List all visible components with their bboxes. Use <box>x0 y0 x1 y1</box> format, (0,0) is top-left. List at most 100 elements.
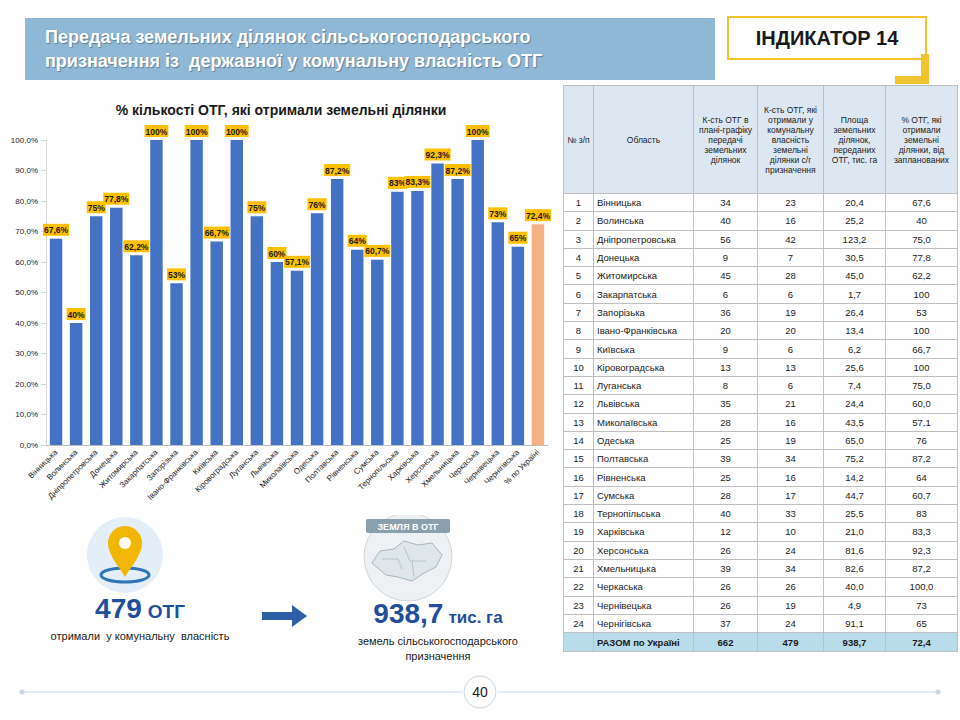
svg-text:75%: 75% <box>248 203 265 213</box>
svg-text:Житомирська: Житомирська <box>97 447 140 490</box>
svg-text:87,2%: 87,2% <box>446 166 471 176</box>
svg-text:65%: 65% <box>509 233 526 243</box>
svg-text:87,2%: 87,2% <box>325 166 350 176</box>
svg-text:30,0%: 30,0% <box>15 349 38 358</box>
html-text:Житомирська: Житомирська <box>597 270 658 282</box>
svg-text:40,0%: 40,0% <box>15 319 38 328</box>
svg-text:62,2%: 62,2% <box>124 242 149 252</box>
svg-text:Одеська: Одеська <box>291 447 321 477</box>
svg-text:Харківська: Харківська <box>386 447 421 483</box>
html-text:% ОТГ, які отримали земельні д: % ОТГ, які отримали земельні ділянки, ві… <box>893 114 950 165</box>
svg-text:75%: 75% <box>88 203 105 213</box>
svg-text:40: 40 <box>472 684 488 700</box>
svg-text:92,3%: 92,3% <box>426 150 451 160</box>
svg-text:90,0%: 90,0% <box>15 166 38 175</box>
html-text:К-сть ОТГ в плані-графіку пере: К-сть ОТГ в плані-графіку передачі земел… <box>698 114 753 165</box>
html-text:26,4: 26,4 <box>845 306 864 318</box>
svg-text:50,0%: 50,0% <box>15 288 38 297</box>
svg-text:0,0%: 0,0% <box>20 441 38 450</box>
svg-text:Волинська: Волинська <box>45 447 80 482</box>
svg-text:Чернігівська: Чернігівська <box>482 447 522 487</box>
svg-text:% по Україні: % по Україні <box>502 448 541 487</box>
svg-text:отримали у комунальну власні: отримали у комунальну власність <box>51 630 230 642</box>
html-text:75,0: 75,0 <box>912 233 931 245</box>
svg-text:земель сільськогосподарського: земель сільськогосподарського <box>358 635 518 647</box>
html-text:100: 100 <box>913 288 930 300</box>
html-text:13,4: 13,4 <box>845 325 864 337</box>
html-text:100: 100 <box>913 325 930 337</box>
html-text:20,4: 20,4 <box>845 197 864 209</box>
svg-text:479ОТГ: 479ОТГ <box>95 593 185 624</box>
html-text:Передача земельних ділянок сіл: Передача земельних ділянок сільськогоспо… <box>45 27 531 47</box>
html-text:призначення із державної у ком: призначення із державної у комунальну вл… <box>45 51 543 71</box>
svg-text:Черкаська: Черкаська <box>447 447 481 482</box>
svg-text:20,0%: 20,0% <box>15 380 38 389</box>
svg-text:Херсонська: Херсонська <box>403 447 441 485</box>
svg-text:Луганська: Луганська <box>227 447 260 481</box>
svg-text:60,0%: 60,0% <box>15 258 38 267</box>
svg-text:40%: 40% <box>68 310 85 320</box>
svg-text:57,1%: 57,1% <box>285 257 310 267</box>
svg-text:Запорізька: Запорізька <box>144 447 180 483</box>
svg-text:100%: 100% <box>226 127 248 137</box>
svg-text:Івано-Франківська: Івано-Франківська <box>146 447 200 501</box>
html-text:Запорізька: Запорізька <box>597 306 645 318</box>
svg-text:призначення: призначення <box>405 650 470 662</box>
html-text:Закарпатська: Закарпатська <box>597 288 657 300</box>
html-text:67,6: 67,6 <box>912 197 931 209</box>
svg-text:% кількості ОТГ, які отримали: % кількості ОТГ, які отримали земельні д… <box>116 102 447 118</box>
svg-text:Полтавська: Полтавська <box>303 447 341 485</box>
svg-text:Хмельницька: Хмельницька <box>419 447 461 490</box>
html-text:25,6: 25,6 <box>845 361 864 373</box>
svg-text:Київська: Київська <box>191 447 220 477</box>
svg-text:83%: 83% <box>389 178 406 188</box>
svg-text:53%: 53% <box>168 270 185 280</box>
html-text:Волинська: Волинська <box>597 215 644 227</box>
svg-text:Рівненська: Рівненська <box>325 447 361 484</box>
html-text:1,7: 1,7 <box>847 288 862 300</box>
svg-text:Сумська: Сумська <box>351 447 381 477</box>
html-text:123,2: 123,2 <box>842 233 867 245</box>
svg-text:66,7%: 66,7% <box>205 228 230 238</box>
svg-text:72,4%: 72,4% <box>526 211 551 221</box>
svg-text:76%: 76% <box>309 200 326 210</box>
svg-text:Чернівецька: Чернівецька <box>462 447 501 487</box>
svg-text:Закарпатська: Закарпатська <box>117 447 160 490</box>
svg-text:77,8%: 77,8% <box>104 194 129 204</box>
svg-text:64%: 64% <box>349 236 366 246</box>
svg-text:Вінницька: Вінницька <box>26 447 60 481</box>
svg-text:ЗЕМЛЯ В ОТГ: ЗЕМЛЯ В ОТГ <box>377 522 438 532</box>
svg-text:70,0%: 70,0% <box>15 227 38 236</box>
html-text:25,2: 25,2 <box>845 215 864 227</box>
svg-text:Миколаївська: Миколаївська <box>258 447 301 490</box>
html-text:6,2: 6,2 <box>847 343 862 355</box>
svg-text:100%: 100% <box>146 127 168 137</box>
html-text:66,7: 66,7 <box>912 343 931 355</box>
svg-text:100,0%: 100,0% <box>11 136 38 145</box>
svg-text:100%: 100% <box>186 127 208 137</box>
svg-text:60%: 60% <box>268 249 285 259</box>
svg-text:Тернопільська: Тернопільська <box>356 447 401 492</box>
html-text:Площа земельних ділянок, перед: Площа земельних ділянок, переданих ОТГ, … <box>831 114 878 165</box>
html-text:К-сть ОТГ, які отримали у кому: К-сть ОТГ, які отримали у комунальну вла… <box>764 104 817 175</box>
svg-text:Кіровоградська: Кіровоградська <box>193 447 240 495</box>
html-text:Вінницька: Вінницька <box>597 197 642 209</box>
html-text:Дніпропетровська: Дніпропетровська <box>597 233 676 245</box>
html-text:Івано-Франківська: Івано-Франківська <box>597 325 678 337</box>
html-text:Київська: Київська <box>597 343 635 355</box>
svg-text:83,3%: 83,3% <box>405 177 430 187</box>
svg-text:80,0%: 80,0% <box>15 197 38 206</box>
html-text:62,2: 62,2 <box>912 270 931 282</box>
svg-text:67,6%: 67,6% <box>44 225 69 235</box>
html-text:45,0: 45,0 <box>845 270 864 282</box>
html-text:ІНДИКАТОР 14: ІНДИКАТОР 14 <box>755 27 899 49</box>
svg-text:10,0%: 10,0% <box>15 410 38 419</box>
svg-text:Дніпропетровська: Дніпропетровська <box>46 447 100 501</box>
html-text:Кіровоградська: Кіровоградська <box>597 361 665 373</box>
svg-text:Донецька: Донецька <box>87 447 120 480</box>
svg-text:938,7тис. га: 938,7тис. га <box>373 598 503 629</box>
svg-text:73%: 73% <box>489 209 506 219</box>
svg-text:60,7%: 60,7% <box>365 246 390 256</box>
svg-text:Львівська: Львівська <box>248 447 281 480</box>
svg-text:100%: 100% <box>467 127 489 137</box>
